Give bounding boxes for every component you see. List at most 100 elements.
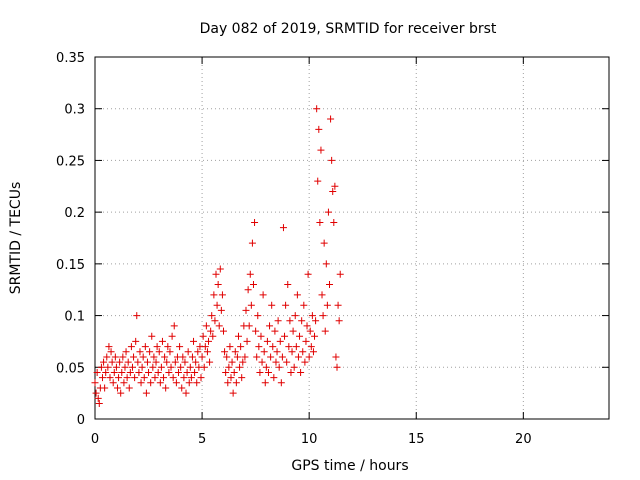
data-point [232,379,240,387]
data-point [319,312,327,320]
data-point [128,363,136,371]
data-point [222,368,230,376]
data-point [285,343,293,351]
data-point [264,368,272,376]
data-point [237,343,245,351]
data-point [266,322,274,330]
data-point [153,343,161,351]
data-point [306,327,314,335]
data-point [136,348,144,356]
data-point [155,348,163,356]
data-point [172,379,180,387]
data-point [230,368,238,376]
data-point [112,363,120,371]
y-tick-label: 0.1 [64,310,85,325]
data-point [334,301,342,309]
data-point [160,374,168,382]
data-point [308,312,316,320]
data-point [166,348,174,356]
data-point [305,353,313,361]
data-point [171,358,179,366]
data-point [154,368,162,376]
data-point [286,317,294,325]
data-point [242,306,250,314]
data-point [118,368,126,376]
data-point [274,317,282,325]
data-point [296,332,304,340]
data-point [217,306,225,314]
data-point [198,353,206,361]
data-point [328,156,336,164]
data-point [218,291,226,299]
data-point [329,187,337,195]
data-point [292,343,300,351]
x-tick-label: 15 [408,432,425,447]
data-point [279,224,287,232]
data-point [206,358,214,366]
data-point [202,322,210,330]
data-point [94,394,102,402]
data-point [316,218,324,226]
data-point [287,368,295,376]
data-point [161,353,169,361]
data-point [273,348,281,356]
data-point [241,353,249,361]
y-axis-tick-labels: 0 0.05 0.1 0.15 0.2 0.25 0.3 0.35 [56,51,85,428]
data-point [289,327,297,335]
y-tick-label: 0.05 [56,361,85,376]
data-point [119,353,127,361]
data-point [104,363,112,371]
data-point [263,337,271,345]
data-point [229,389,237,397]
data-point [234,332,242,340]
data-point [276,337,284,345]
y-tick-label: 0.2 [64,206,85,221]
data-point [236,363,244,371]
data-point [332,353,340,361]
data-point [151,374,159,382]
data-point [336,270,344,278]
x-tick-label: 20 [515,432,532,447]
data-point [130,353,138,361]
data-point [97,363,105,371]
axis-ticks [94,56,609,420]
data-point [203,348,211,356]
data-point [107,348,115,356]
data-point [120,379,128,387]
data-point [284,281,292,289]
data-point [116,358,124,366]
data-point [309,348,317,356]
data-point [275,363,283,371]
data-point [290,363,298,371]
data-point [140,374,148,382]
data-point [179,353,187,361]
data-points [91,105,344,407]
data-point [106,374,114,382]
data-point [208,312,216,320]
data-point [170,322,178,330]
data-point [281,332,289,340]
data-point [327,115,335,123]
data-point [113,384,121,392]
data-point [167,363,175,371]
data-point [324,208,332,216]
data-point [314,177,322,185]
data-point [163,358,171,366]
data-point [233,353,241,361]
data-point [184,348,192,356]
data-point [147,379,155,387]
data-point [298,317,306,325]
data-point [254,312,262,320]
chart-title: Day 082 of 2019, SRMTID for receiver brs… [200,21,497,37]
data-point [251,218,259,226]
y-tick-label: 0.25 [56,154,85,169]
y-tick-label: 0.35 [56,51,85,66]
data-point [326,281,334,289]
data-point [182,389,190,397]
data-point [220,327,227,335]
data-point [143,358,151,366]
data-point [111,353,119,361]
data-point [183,368,191,376]
data-point [126,368,134,376]
data-point [146,348,154,356]
